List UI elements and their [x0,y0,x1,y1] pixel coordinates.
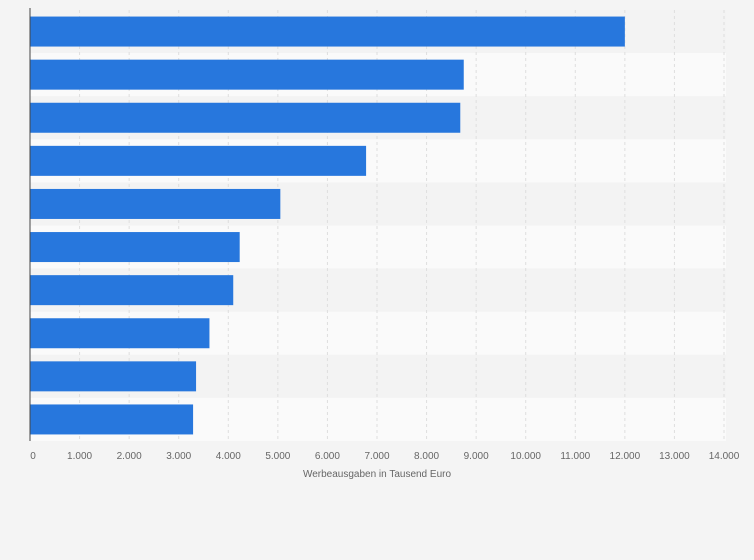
x-tick-label: 11.000 [560,451,590,462]
x-tick-label: 12.000 [610,451,641,462]
bar[interactable] [30,102,461,133]
x-tick-label: 14.000 [709,451,740,462]
x-tick-label: 5.000 [265,451,290,462]
bar[interactable] [30,232,240,263]
x-tick-label: 9.000 [464,451,489,462]
x-tick-label: 10.000 [510,451,541,462]
x-tick-label: 7.000 [364,451,389,462]
x-tick-label: 13.000 [659,451,690,462]
bar[interactable] [30,361,197,392]
x-tick-label: 6.000 [315,451,340,462]
bars [30,16,625,435]
bar[interactable] [30,145,367,176]
x-tick-label: 4.000 [216,451,241,462]
bar[interactable] [30,404,194,435]
x-axis-ticks: 0 1.000 2.000 3.000 4.000 5.000 6.000 7.000 8.00… [30,451,740,462]
bar[interactable] [30,275,234,306]
x-axis-title: Werbeausgaben in Tausend Euro [303,469,452,480]
x-tick-label: 8.000 [414,451,439,462]
bar[interactable] [30,16,625,47]
bar[interactable] [30,188,281,219]
x-tick-label: 3.000 [166,451,191,462]
bar[interactable] [30,318,210,349]
x-tick-label: 2.000 [117,451,142,462]
x-tick-label: 0 [30,451,36,462]
x-tick-label: 1.000 [67,451,92,462]
bar[interactable] [30,59,464,90]
